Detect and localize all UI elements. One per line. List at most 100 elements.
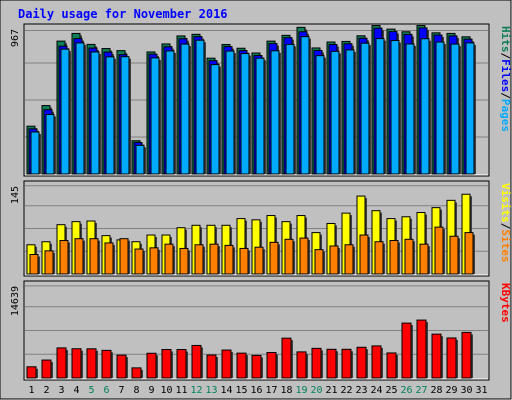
- bar-sites-day-19: [299, 237, 309, 275]
- bar-pages-day-25: [390, 40, 400, 175]
- x-tick-label: 1: [28, 385, 34, 396]
- x-tick-label: 30: [460, 385, 472, 396]
- x-tick-label: 28: [430, 385, 442, 396]
- bar-sites-day-28: [434, 226, 444, 275]
- x-tick-label: 10: [160, 385, 172, 396]
- bar-sites-day-8: [134, 248, 144, 275]
- bar-kbytes-day-15: [236, 352, 247, 379]
- bar-sites-day-11: [179, 247, 189, 275]
- bar-sites-day-14: [224, 244, 234, 275]
- x-tick-label: 19: [295, 385, 307, 396]
- bar-kbytes-day-10: [161, 348, 172, 379]
- bar-kbytes-day-4: [71, 348, 82, 379]
- bar-sites-day-21: [329, 245, 339, 275]
- bar-kbytes-day-20: [311, 347, 322, 379]
- bar-sites-day-3: [59, 240, 69, 275]
- y-max-label: 14639: [10, 286, 21, 316]
- bar-kbytes-day-11: [176, 349, 187, 379]
- y-max-label: 145: [10, 186, 21, 204]
- bar-sites-day-9: [149, 247, 159, 275]
- bar-sites-day-12: [194, 244, 204, 275]
- bar-sites-day-13: [209, 243, 219, 275]
- label-files: Files: [499, 59, 512, 92]
- label-visits: Visits: [499, 183, 512, 223]
- bar-kbytes-day-28: [431, 333, 442, 379]
- x-tick-label: 6: [103, 385, 109, 396]
- x-tick-label: 7: [118, 385, 124, 396]
- bar-pages-day-4: [75, 42, 85, 175]
- bar-pages-day-26: [405, 43, 415, 175]
- bar-kbytes-day-21: [326, 348, 337, 379]
- label-separator: /: [499, 92, 512, 99]
- bar-pages-day-29: [450, 43, 460, 175]
- label-sites: Sites: [499, 229, 512, 262]
- bar-kbytes-day-27: [416, 319, 427, 379]
- bar-pages-day-14: [225, 50, 235, 175]
- bar-kbytes-day-7: [116, 354, 127, 379]
- x-tick-label: 16: [250, 385, 262, 396]
- x-tick-label: 18: [280, 385, 292, 396]
- bar-pages-day-6: [105, 56, 115, 175]
- bar-pages-day-23: [360, 42, 370, 175]
- bar-pages-day-18: [285, 43, 295, 175]
- label-hits: Hits: [499, 26, 512, 53]
- x-tick-label: 26: [400, 385, 412, 396]
- bar-kbytes-day-2: [41, 359, 52, 379]
- bar-pages-day-3: [60, 48, 70, 175]
- bar-pages-day-27: [420, 38, 430, 175]
- bar-pages-day-10: [165, 50, 175, 175]
- bar-sites-day-4: [74, 238, 84, 275]
- bar-pages-day-5: [90, 51, 100, 175]
- bar-kbytes-day-13: [206, 354, 217, 379]
- bar-sites-day-10: [164, 243, 174, 275]
- bar-pages-day-1: [30, 131, 40, 175]
- label-separator: /: [499, 53, 512, 60]
- bar-pages-day-30: [465, 42, 475, 175]
- bar-kbytes-day-3: [56, 347, 67, 379]
- x-tick-label: 8: [133, 385, 139, 396]
- bar-kbytes-day-30: [461, 331, 472, 379]
- bar-sites-day-26: [404, 238, 414, 275]
- bar-pages-day-22: [345, 49, 355, 175]
- hits-panel: 967 Hits/Files/Pages: [10, 23, 512, 177]
- bar-kbytes-day-12: [191, 344, 202, 379]
- label-kbytes: KBytes: [499, 283, 512, 323]
- bar-kbytes-day-6: [101, 349, 112, 379]
- x-tick-label: 17: [265, 385, 277, 396]
- x-tick-label: 9: [148, 385, 154, 396]
- bar-sites-day-1: [29, 254, 39, 275]
- x-tick-label: 11: [175, 385, 187, 396]
- bar-pages-day-19: [300, 36, 310, 175]
- panel-right-label: Visits/Sites: [499, 183, 512, 263]
- bar-sites-day-24: [374, 241, 384, 275]
- bar-pages-day-17: [270, 50, 280, 175]
- y-max-label: 967: [10, 29, 21, 47]
- x-tick-label: 3: [58, 385, 64, 396]
- bar-sites-day-25: [389, 240, 399, 275]
- bar-kbytes-day-22: [341, 348, 352, 379]
- bar-sites-day-23: [359, 234, 369, 275]
- bar-kbytes-day-25: [386, 352, 397, 379]
- bar-pages-day-8: [135, 144, 145, 175]
- x-tick-label: 4: [73, 385, 79, 396]
- bar-kbytes-day-8: [131, 367, 142, 379]
- bar-sites-day-27: [419, 243, 429, 275]
- x-tick-label: 23: [355, 385, 367, 396]
- x-tick-label: 25: [385, 385, 397, 396]
- x-tick-label: 31: [475, 385, 487, 396]
- bar-pages-day-24: [375, 38, 385, 175]
- x-tick-label: 2: [43, 385, 49, 396]
- bar-kbytes-day-18: [281, 337, 292, 379]
- bar-pages-day-12: [195, 39, 205, 175]
- bar-pages-day-20: [315, 55, 325, 175]
- bar-kbytes-day-29: [446, 337, 457, 379]
- kbytes-panel: 14639 KBytes: [10, 280, 512, 381]
- bar-kbytes-day-1: [26, 366, 37, 379]
- bar-kbytes-day-26: [401, 322, 412, 379]
- bar-kbytes-day-17: [266, 352, 277, 379]
- bar-kbytes-day-19: [296, 351, 307, 379]
- bar-sites-day-30: [464, 232, 474, 275]
- bar-sites-day-17: [269, 241, 279, 275]
- bar-pages-day-7: [120, 56, 130, 175]
